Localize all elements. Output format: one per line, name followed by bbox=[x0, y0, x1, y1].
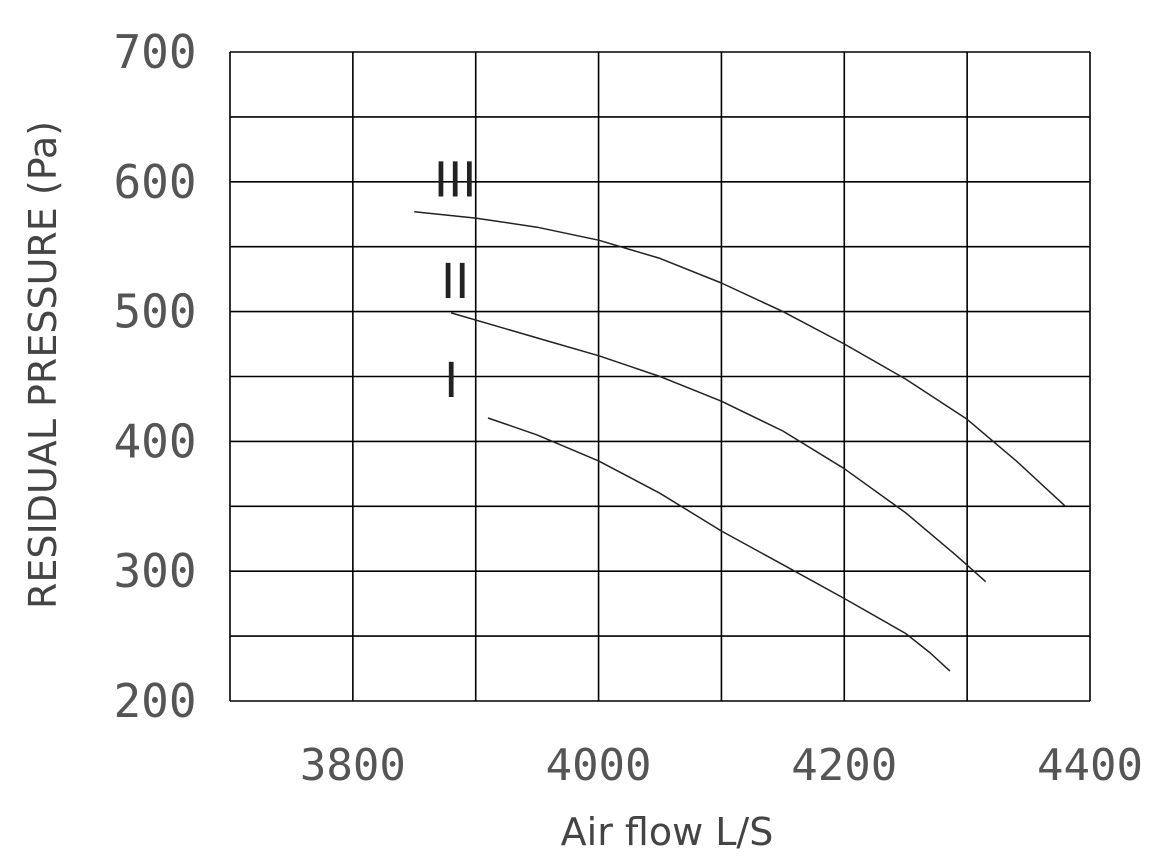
series-lines bbox=[414, 210, 1066, 672]
y-tick-label: 600 bbox=[113, 155, 196, 209]
tick-labels: 200 300 400 500 600 700 3800 4000 4200 4400 bbox=[113, 25, 1143, 791]
series-line-I bbox=[487, 417, 951, 672]
y-tick-label: 200 bbox=[113, 674, 196, 728]
y-tick-label: 400 bbox=[113, 414, 196, 468]
x-tick-label: 3800 bbox=[300, 740, 406, 791]
y-tick-label: 700 bbox=[113, 25, 196, 79]
series-label-III: III bbox=[434, 153, 476, 209]
y-tick-label: 300 bbox=[113, 544, 196, 598]
y-axis-label: RESIDUAL PRESSURE (Pa) bbox=[21, 121, 65, 609]
series-label-I: I bbox=[444, 353, 458, 409]
y-tick-label: 500 bbox=[113, 285, 196, 339]
series-line-II bbox=[450, 312, 987, 583]
x-axis-label: Air flow L/S bbox=[561, 810, 774, 854]
x-tick-label: 4400 bbox=[1037, 740, 1143, 791]
series-line-III bbox=[414, 210, 1066, 507]
series-label-II: II bbox=[441, 254, 469, 310]
x-tick-label: 4000 bbox=[546, 740, 652, 791]
x-tick-label: 4200 bbox=[791, 740, 897, 791]
